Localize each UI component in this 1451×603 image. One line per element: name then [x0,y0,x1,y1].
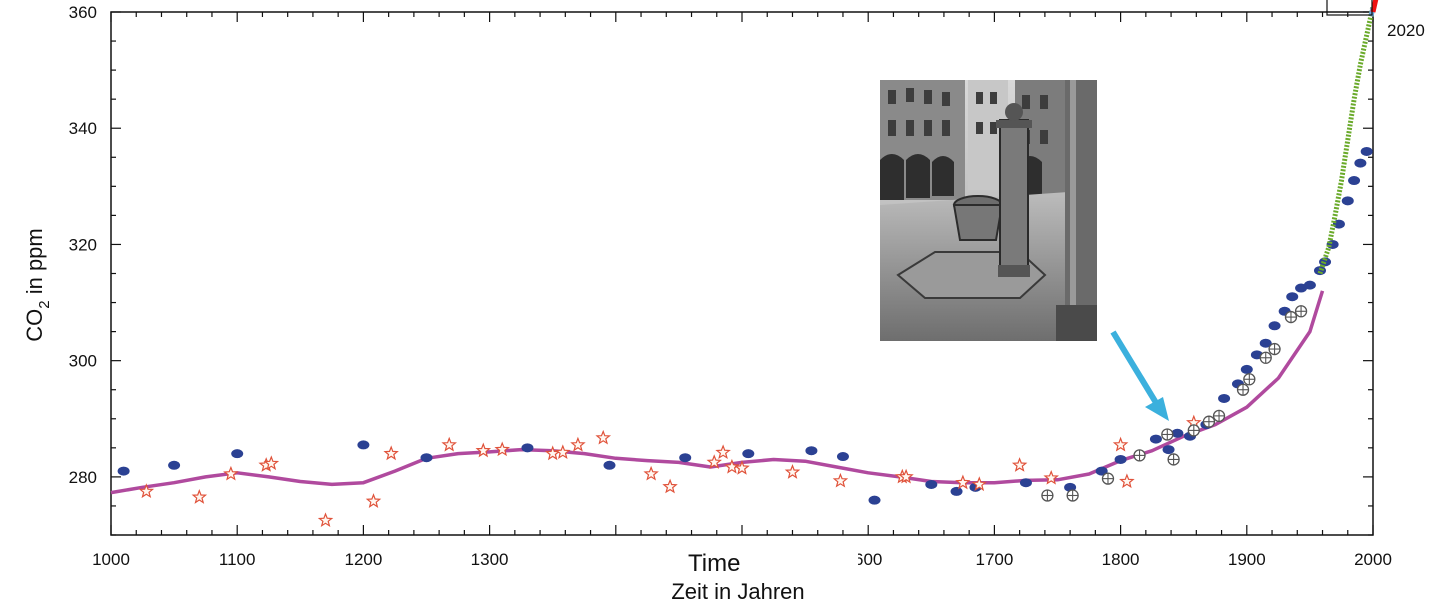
data-point-star [555,444,571,460]
data-point-dot [1149,434,1162,444]
data-point-dot [679,453,692,463]
data-point-star [662,478,678,494]
data-point-dot [1218,393,1231,403]
data-point-dot [1348,176,1361,186]
data-point-star [138,483,155,499]
x-tick-label: 1700 [975,550,1013,569]
data-point-dot [1268,321,1281,331]
x-tick-label: 1000 [92,550,130,569]
axes [110,11,1374,536]
data-point-dot [1259,338,1272,348]
plot-frame [110,11,1374,536]
data-point-star [263,455,280,471]
data-point-star [475,442,492,458]
data-point-star [706,454,722,469]
data-point-star [643,465,659,481]
data-point-dot [950,486,963,496]
data-point-star [898,468,914,484]
data-point-star [1011,457,1028,472]
fountain-photo [880,80,1097,341]
data-point-star [1119,473,1135,489]
data-point-dot [1354,158,1367,168]
y-tick-label: 300 [69,352,97,371]
data-point-dot [1303,280,1316,290]
data-point-dot [1019,478,1032,488]
x-tick-label: 600 [854,550,882,569]
instrumental-record-line [1317,5,1376,275]
data-point-dot [117,466,130,476]
x-axis-title: Zeit in Jahren [671,579,804,603]
tick-labels: 1000 1100 1200 1300 600 1700 1800 1900 2000 280 30… [69,3,1392,569]
y-axis-title: CO2 in ppm [22,228,53,342]
x-tick-label: 1800 [1102,550,1140,569]
pointer-arrow-shaft [1110,330,1161,408]
y-tick-label: 280 [69,468,97,487]
data-point-star [570,436,586,452]
data-point-star [383,445,399,461]
x-tick-label: 1200 [344,550,382,569]
y-axis-title-subscript: 2 [36,300,53,308]
data-point-dot [742,449,755,459]
x-tick-label: 1100 [219,550,256,569]
data-point-dot [231,449,244,459]
data-point-dot [1240,364,1253,374]
y-tick-label: 320 [69,235,97,254]
data-point-star [441,436,457,452]
data-point-star [715,444,731,460]
data-point-star [724,458,740,474]
data-point-dot [420,453,433,463]
plot-area [110,0,1379,528]
data-point-dot [1286,292,1299,302]
x-tick-label: 1900 [1228,550,1266,569]
x-tick-label: 2000 [1354,550,1392,569]
data-point-star [223,465,239,481]
data-point-dot [1360,146,1373,156]
year-label-2020: 2020 [1387,21,1425,40]
data-point-dot [1114,454,1127,464]
data-point-star [955,474,971,490]
data-point-dot [521,443,534,453]
data-point-dot [168,460,181,470]
data-point-star [365,493,382,508]
data-point-star [734,460,750,475]
y-axis-title-rest: in ppm [22,228,47,300]
data-point-star [971,476,987,492]
data-point-dot [1313,266,1326,276]
data-point-dot [1095,466,1108,476]
data-point-dot [603,460,616,470]
x-tick-label: 1300 [471,550,509,569]
data-point-star [595,429,612,445]
data-point-star [1112,436,1129,452]
data-point-dot [357,440,370,450]
data-point-dot [1341,196,1354,206]
data-point-dot [1162,445,1175,455]
data-point-star [191,489,208,504]
data-point-dot [1319,257,1332,267]
data-point-star [317,512,334,528]
data-point-star [832,472,849,488]
data-point-dot [868,495,881,505]
data-point-dot [1171,428,1184,438]
pointer-arrow-head [1145,397,1169,421]
data-point-dot [1332,219,1345,229]
y-axis-title-main: CO [22,309,47,342]
data-point-dot [836,452,849,462]
y-tick-label: 340 [69,119,97,138]
data-point-star [1043,469,1059,485]
data-point-star [784,464,801,479]
data-point-star [494,441,510,457]
data-point-dot [805,446,818,456]
time-label: Time [688,550,741,577]
y-tick-label: 360 [69,3,97,22]
recent-segment-red [1370,0,1379,13]
corner-box [1326,0,1373,16]
data-point-dot [925,479,938,489]
cover-patch [586,536,858,569]
